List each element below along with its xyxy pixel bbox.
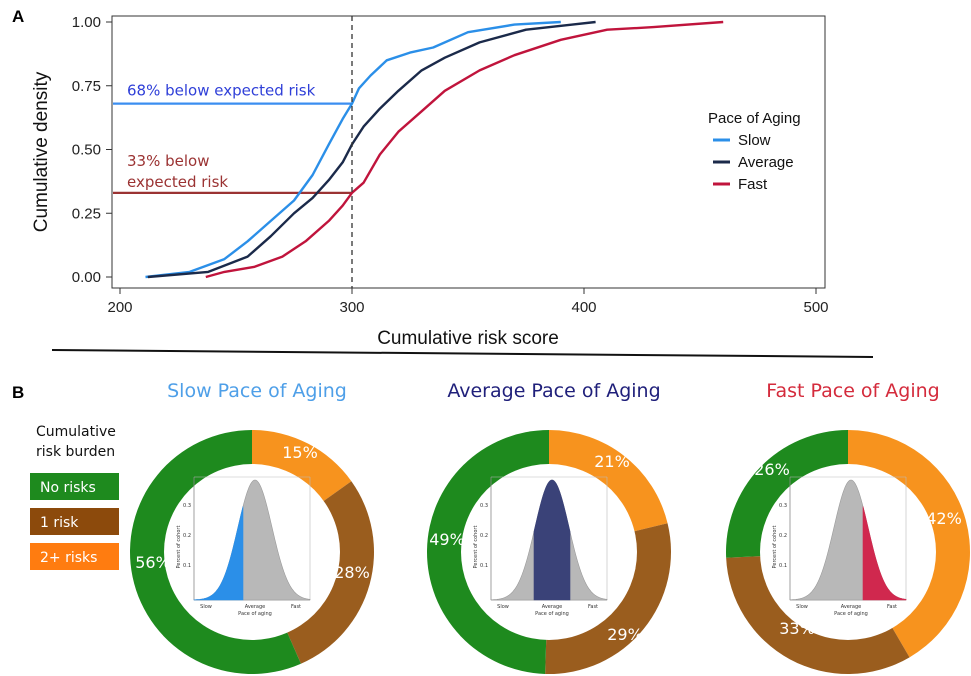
x-tick-label: 300: [339, 299, 364, 316]
inset-x-label: Pace of aging: [238, 611, 272, 617]
burden-label-1: No risks: [40, 480, 96, 496]
y-tick-label: 0.75: [72, 78, 101, 95]
legend-label-fast: Fast: [738, 176, 768, 193]
inset-x-label: Pace of aging: [535, 611, 569, 617]
inset-x-tick: Average: [542, 604, 563, 610]
inset-y-label: Percent of cohort: [176, 526, 182, 569]
y-tick-label: 1.00: [72, 14, 101, 31]
inset-y-tick: 0.1: [183, 563, 191, 569]
inset-highlight: [193, 506, 244, 601]
panel-separator: [51, 349, 874, 358]
series-line-average: [147, 20, 596, 279]
donut-title-fast: Fast Pace of Aging: [766, 380, 939, 402]
x-tick-label: 400: [571, 299, 596, 316]
pace-legend: Pace of Aging Slow Average Fast: [708, 110, 801, 193]
inset-y-tick: 0.2: [183, 533, 191, 539]
x-axis-title: Cumulative risk score: [377, 328, 559, 349]
pct-label-2-risks: 42%: [926, 509, 962, 528]
inset-y-tick: 0.3: [183, 503, 191, 509]
burden-label-3: 2+ risks: [40, 550, 97, 566]
y-tick-label: 0.00: [72, 269, 101, 286]
inset-x-tick: Fast: [588, 604, 598, 610]
inset-x-tick: Slow: [497, 604, 509, 610]
inset-x-tick: Slow: [200, 604, 212, 610]
burden-label-2: 1 risk: [40, 515, 79, 531]
series-line-slow: [145, 20, 561, 279]
pct-label-1-risk: 29%: [607, 625, 643, 644]
pct-label-no-risks: 26%: [754, 460, 790, 479]
inset-y-label: Percent of cohort: [772, 526, 778, 569]
series-line-fast: [205, 20, 724, 279]
burden-title-line-2: risk burden: [36, 444, 115, 460]
inset-highlight: [533, 479, 571, 601]
risk-burden-legend: Cumulative risk burden No risks 1 risk 2+ ri…: [30, 424, 119, 570]
inset-distribution: Percent of cohort 0.3 0.2 0.1 Slow Average Fas…: [176, 476, 311, 617]
y-axis-title: Cumulative density: [31, 71, 52, 232]
inset-distribution: Percent of cohort 0.3 0.2 0.1 Slow Average Fas…: [473, 476, 608, 617]
pct-label-2-risks: 21%: [594, 452, 630, 471]
panel-label-b: B: [12, 383, 24, 402]
inset-y-tick: 0.3: [779, 503, 787, 509]
inset-highlight: [862, 506, 907, 601]
y-tick-label: 0.25: [72, 205, 101, 222]
inset-y-tick: 0.2: [480, 533, 488, 539]
inset-x-tick: Average: [245, 604, 266, 610]
inset-y-tick: 0.3: [480, 503, 488, 509]
inset-distribution: Percent of cohort 0.3 0.2 0.1 Slow Average Fas…: [772, 476, 907, 617]
donut-average: Average Pace of Aging 21% 29% 49% Percent of…: [427, 380, 671, 675]
annotation-fast-line-1: 33% below: [127, 152, 209, 170]
pct-label-1-risk: 33%: [779, 619, 815, 638]
x-tick-label: 200: [107, 299, 132, 316]
y-tick-label: 0.50: [72, 142, 101, 159]
inset-y-label: Percent of cohort: [473, 526, 479, 569]
panel-label-a: A: [12, 7, 24, 26]
pct-label-no-risks: 49%: [429, 530, 465, 549]
burden-title-line-1: Cumulative: [36, 424, 116, 440]
burden-box-1: [30, 473, 119, 500]
inset-y-tick: 0.2: [779, 533, 787, 539]
inset-x-tick: Fast: [291, 604, 301, 610]
annotation-slow: 68% below expected risk: [127, 82, 316, 100]
x-tick-label: 500: [803, 299, 828, 316]
donut-title-average: Average Pace of Aging: [447, 380, 660, 402]
inset-y-tick: 0.1: [779, 563, 787, 569]
legend-title: Pace of Aging: [708, 110, 801, 127]
plot-frame: [111, 15, 826, 289]
cdf-chart: 68% below expected risk 33% below expected…: [31, 14, 829, 349]
legend-label-average: Average: [738, 154, 794, 171]
pct-label-2-risks: 15%: [282, 443, 318, 462]
donut-slow: Slow Pace of Aging 15% 28% 56% Percent of co…: [130, 380, 375, 674]
legend-label-slow: Slow: [738, 132, 771, 149]
inset-x-tick: Slow: [796, 604, 808, 610]
pct-label-no-risks: 56%: [135, 553, 171, 572]
burden-box-3: [30, 543, 119, 570]
inset-x-tick: Fast: [887, 604, 897, 610]
burden-box-2: [30, 508, 119, 535]
inset-x-label: Pace of aging: [834, 611, 868, 617]
pct-label-1-risk: 28%: [334, 563, 370, 582]
inset-x-tick: Average: [841, 604, 862, 610]
annotation-fast-line-2: expected risk: [127, 173, 228, 191]
donut-title-slow: Slow Pace of Aging: [167, 380, 347, 402]
inset-y-tick: 0.1: [480, 563, 488, 569]
